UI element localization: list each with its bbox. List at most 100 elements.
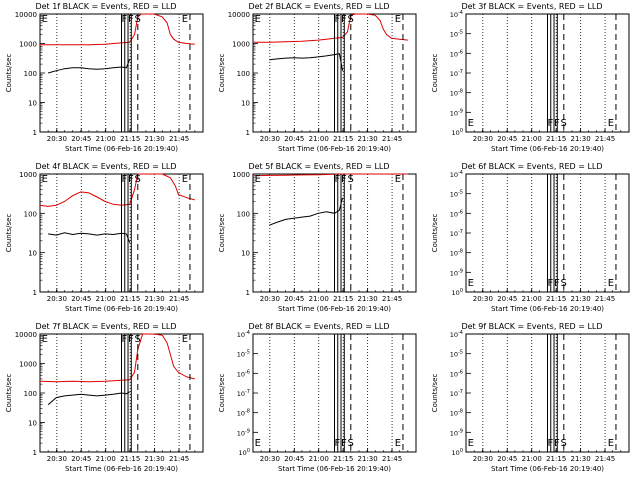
x-tick-label: 21:15	[333, 455, 353, 463]
x-tick-label: 20:30	[473, 135, 493, 143]
flag-letter: E	[608, 278, 614, 289]
x-tick-label: 21:15	[546, 135, 566, 143]
x-tick-label: 21:30	[145, 135, 165, 143]
x-tick-label: 20:30	[47, 135, 67, 143]
y-tick-label: 100	[237, 210, 250, 218]
y-tick-label: 10-6	[237, 369, 250, 378]
x-tick-label: 21:30	[358, 455, 378, 463]
x-axis-label: Start Time (06-Feb-16 20:19:40)	[278, 465, 391, 473]
x-tick-label: 20:30	[260, 295, 280, 303]
x-tick-label: 21:45	[382, 135, 402, 143]
x-tick-label: 21:15	[120, 295, 140, 303]
y-tick-label: 10-5	[237, 350, 250, 359]
y-axis-label: Counts/sec	[218, 374, 226, 413]
flag-letter: F	[335, 174, 341, 185]
y-tick-label: 1	[246, 129, 250, 137]
y-tick-label: 10-9	[450, 428, 463, 437]
flag-letter: S	[135, 334, 141, 345]
panel-title: Det 3f BLACK = Events, RED = LLD	[461, 2, 602, 11]
panel-det6: Det 6f BLACK = Events, RED = LLD Counts/s…	[431, 162, 630, 313]
y-tick-label: 1000	[232, 41, 250, 49]
flag-letter: E	[255, 14, 261, 25]
flag-letter: S	[348, 438, 354, 449]
x-tick-label: 21:15	[546, 295, 566, 303]
flag-letter: F	[335, 14, 341, 25]
x-tick-label: 21:45	[595, 455, 615, 463]
y-tick-label: 100	[452, 448, 463, 457]
y-axis-label: Counts/sec	[5, 214, 13, 253]
y-tick-label: 10	[28, 250, 37, 258]
y-axis-label: Counts/sec	[218, 214, 226, 253]
y-tick-label: 10-6	[450, 209, 463, 218]
x-tick-label: 21:15	[333, 135, 353, 143]
x-tick-label: 20:30	[47, 455, 67, 463]
x-tick-label: 21:45	[169, 135, 189, 143]
y-axis-label: Counts/sec	[218, 54, 226, 93]
panel-det4: Det 4f BLACK = Events, RED = LLD Counts/s…	[5, 162, 204, 313]
x-tick-label: 20:45	[284, 295, 304, 303]
x-tick-label: 21:00	[522, 455, 542, 463]
x-tick-label: 21:15	[546, 455, 566, 463]
y-tick-label: 1000	[19, 41, 37, 49]
y-tick-label: 10-6	[450, 49, 463, 58]
panel-det2: Det 2f BLACK = Events, RED = LLD Counts/s…	[218, 2, 417, 153]
panel-title: Det 9f BLACK = Events, RED = LLD	[461, 322, 602, 331]
flag-letter: F	[122, 334, 128, 345]
x-axis-label: Start Time (06-Feb-16 20:19:40)	[278, 145, 391, 153]
flag-letter: E	[182, 334, 188, 345]
flag-letter: E	[42, 334, 48, 345]
x-tick-label: 21:00	[96, 455, 116, 463]
x-tick-label: 21:00	[309, 295, 329, 303]
y-tick-label: 1000	[232, 171, 250, 179]
x-axis-label: Start Time (06-Feb-16 20:19:40)	[491, 465, 604, 473]
y-axis-label: Counts/sec	[431, 214, 439, 253]
series-events-line	[47, 391, 130, 406]
flag-letter: E	[468, 438, 474, 449]
y-tick-label: 1	[33, 129, 37, 137]
y-tick-label: 10	[28, 420, 37, 428]
x-tick-label: 20:30	[260, 135, 280, 143]
x-axis-label: Start Time (06-Feb-16 20:19:40)	[65, 465, 178, 473]
y-tick-label: 1	[33, 449, 37, 457]
y-tick-label: 10-5	[450, 30, 463, 39]
y-tick-label: 10-9	[237, 428, 250, 437]
y-tick-label: 10-7	[450, 69, 463, 78]
flag-letter: S	[135, 174, 141, 185]
x-tick-label: 21:30	[358, 135, 378, 143]
series-events-line	[48, 232, 131, 243]
x-tick-label: 21:45	[169, 295, 189, 303]
x-tick-label: 21:45	[595, 135, 615, 143]
y-tick-label: 10-4	[237, 330, 250, 339]
y-tick-label: 10-8	[450, 249, 463, 258]
x-tick-label: 20:30	[473, 295, 493, 303]
panel-title: Det 1f BLACK = Events, RED = LLD	[35, 2, 176, 11]
flag-letter: E	[182, 14, 188, 25]
x-tick-label: 20:45	[71, 295, 91, 303]
y-tick-label: 1	[246, 289, 250, 297]
flag-letter: E	[255, 174, 261, 185]
y-tick-label: 10-7	[450, 389, 463, 398]
flag-letter: S	[561, 438, 567, 449]
y-axis-label: Counts/sec	[431, 54, 439, 93]
flag-letter: E	[395, 438, 401, 449]
y-tick-label: 10-6	[450, 369, 463, 378]
x-tick-label: 20:30	[47, 295, 67, 303]
flag-letter: F	[128, 14, 134, 25]
flag-letter: S	[348, 174, 354, 185]
x-tick-label: 20:45	[71, 135, 91, 143]
x-tick-label: 20:45	[497, 135, 517, 143]
x-tick-label: 20:45	[284, 135, 304, 143]
y-tick-label: 100	[452, 128, 463, 137]
y-tick-label: 100	[24, 390, 37, 398]
x-tick-label: 21:30	[571, 455, 591, 463]
x-axis-label: Start Time (06-Feb-16 20:19:40)	[65, 145, 178, 153]
y-tick-label: 10000	[15, 331, 37, 339]
panel-det9: Det 9f BLACK = Events, RED = LLD Counts/s…	[431, 322, 630, 473]
x-tick-label: 20:45	[497, 455, 517, 463]
y-tick-label: 10-9	[450, 268, 463, 277]
series-lld-line	[252, 173, 408, 177]
flag-letter: F	[548, 278, 554, 289]
series-events-line	[269, 53, 344, 71]
x-tick-label: 21:45	[382, 295, 402, 303]
